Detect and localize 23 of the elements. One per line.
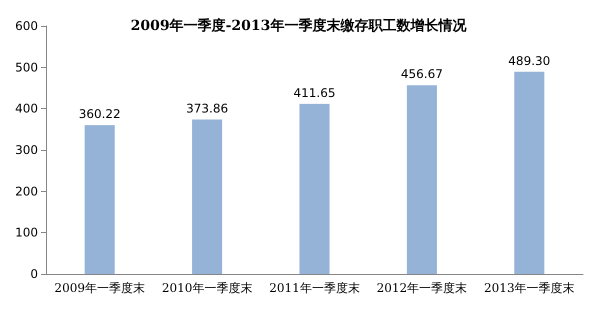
bar [192,119,222,274]
x-tick-label: 2010年一季度末 [162,281,252,295]
data-label: 360.22 [78,107,121,122]
y-tick-label: 0 [30,267,38,281]
bar [299,104,330,274]
y-tick-label: 500 [15,60,38,74]
bar [406,85,437,274]
bar [84,125,115,274]
bar [514,72,544,274]
x-tick-label: 2012年一季度末 [376,281,468,295]
data-label: 489.30 [508,54,550,68]
x-tick-label: 2011年一季度末 [269,281,360,295]
chart-title: 2009年一季度-2013年一季度末缴存职工数增长情况 [130,17,468,34]
y-tick-label: 200 [15,184,38,198]
data-label: 411.65 [294,86,336,100]
x-tick-label: 2009年一季度末 [54,281,145,295]
x-tick-label: 2013年一季度末 [484,281,575,295]
y-tick-label: 600 [15,19,38,33]
y-tick-label: 400 [15,102,38,116]
y-tick-label: 300 [15,143,38,157]
y-tick-label: 100 [15,226,38,240]
data-label: 456.67 [400,67,443,82]
data-label: 373.86 [186,101,228,116]
